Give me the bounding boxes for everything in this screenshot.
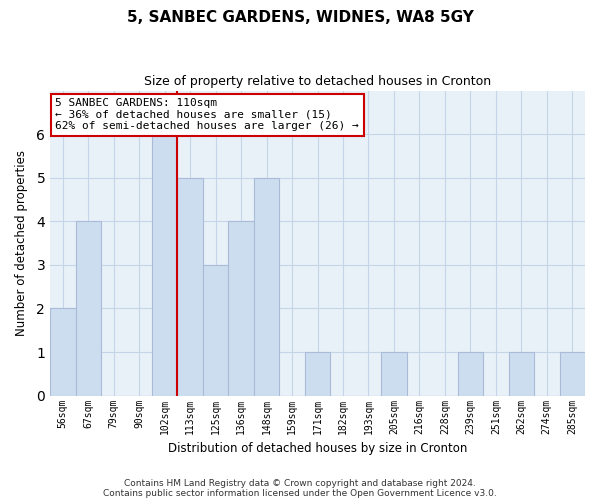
Bar <box>254 178 280 396</box>
Text: Contains HM Land Registry data © Crown copyright and database right 2024.: Contains HM Land Registry data © Crown c… <box>124 478 476 488</box>
Text: 5 SANBEC GARDENS: 110sqm
← 36% of detached houses are smaller (15)
62% of semi-d: 5 SANBEC GARDENS: 110sqm ← 36% of detach… <box>55 98 359 132</box>
Bar <box>305 352 330 396</box>
Bar <box>50 308 76 396</box>
Bar <box>178 178 203 396</box>
Y-axis label: Number of detached properties: Number of detached properties <box>15 150 28 336</box>
Title: Size of property relative to detached houses in Cronton: Size of property relative to detached ho… <box>144 75 491 88</box>
Bar <box>152 134 178 396</box>
Bar <box>458 352 483 396</box>
Bar <box>560 352 585 396</box>
Bar <box>76 222 101 396</box>
Bar <box>381 352 407 396</box>
X-axis label: Distribution of detached houses by size in Cronton: Distribution of detached houses by size … <box>168 442 467 455</box>
Text: Contains public sector information licensed under the Open Government Licence v3: Contains public sector information licen… <box>103 488 497 498</box>
Text: 5, SANBEC GARDENS, WIDNES, WA8 5GY: 5, SANBEC GARDENS, WIDNES, WA8 5GY <box>127 10 473 25</box>
Bar <box>509 352 534 396</box>
Bar <box>203 265 229 396</box>
Bar <box>229 222 254 396</box>
